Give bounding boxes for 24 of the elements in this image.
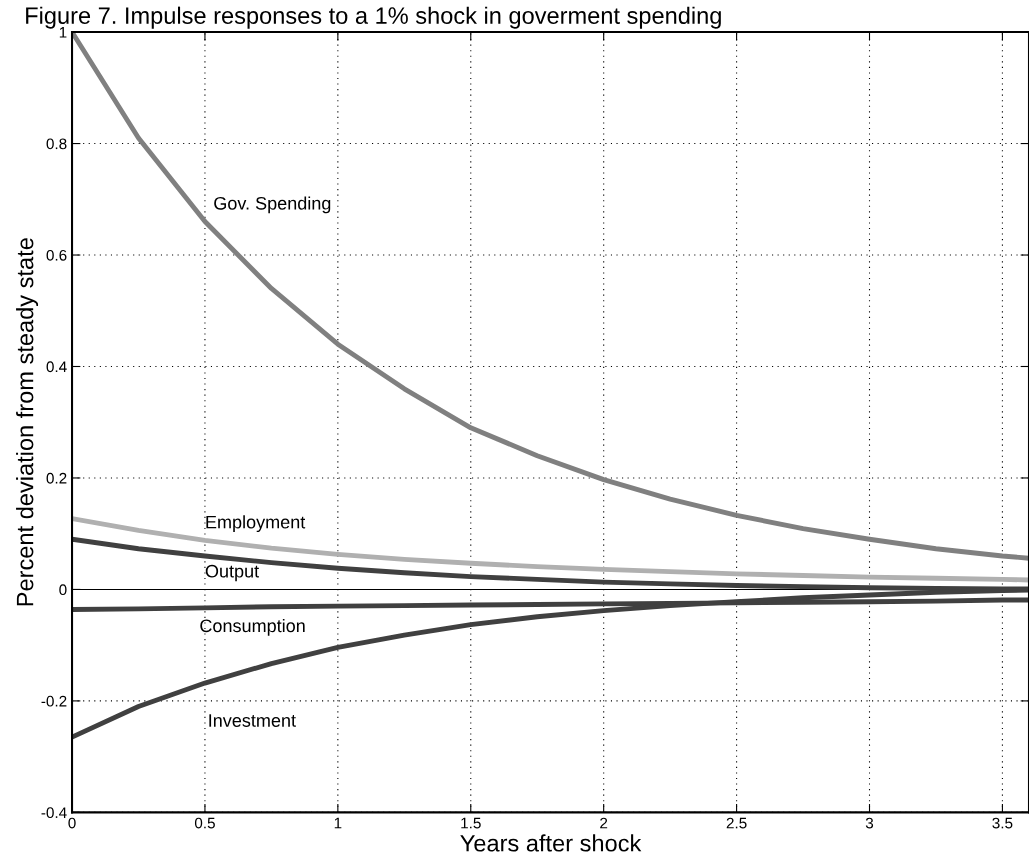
series-label: Output bbox=[205, 564, 260, 582]
y-tick-label: 0.8 bbox=[46, 138, 67, 150]
y-tick-label: -0.4 bbox=[41, 807, 67, 819]
y-tick-label: 0.2 bbox=[46, 472, 67, 484]
y-tick-label: 0 bbox=[59, 584, 67, 596]
x-axis-title: Years after shock bbox=[460, 834, 642, 852]
series-label: Employment bbox=[206, 515, 306, 533]
x-tick-label: 0.5 bbox=[194, 817, 215, 829]
y-tick-label: 0.6 bbox=[46, 249, 67, 261]
x-tick-label: 1 bbox=[334, 817, 342, 829]
x-tick-label: 1.5 bbox=[461, 817, 481, 829]
y-tick-label: -0.2 bbox=[41, 695, 67, 707]
chart-title: Figure 7. Impulse responses to a 1% shock in goverment spending bbox=[26, 6, 721, 29]
y-tick-label: 1 bbox=[59, 27, 67, 38]
x-tick-label: 2.5 bbox=[726, 817, 747, 829]
y-axis-title: Percent deviation from steady state bbox=[16, 238, 39, 606]
x-tick-label: 3.5 bbox=[992, 817, 1013, 829]
series-label: Gov. Spending bbox=[214, 196, 331, 214]
x-tick-label: 2 bbox=[600, 817, 608, 829]
series-label: Consumption bbox=[200, 618, 305, 636]
y-tick-label: 0.4 bbox=[46, 361, 67, 373]
x-tick-label: 0 bbox=[68, 817, 76, 829]
x-tick-label: 3 bbox=[865, 817, 874, 829]
series-label: Investment bbox=[209, 714, 296, 727]
